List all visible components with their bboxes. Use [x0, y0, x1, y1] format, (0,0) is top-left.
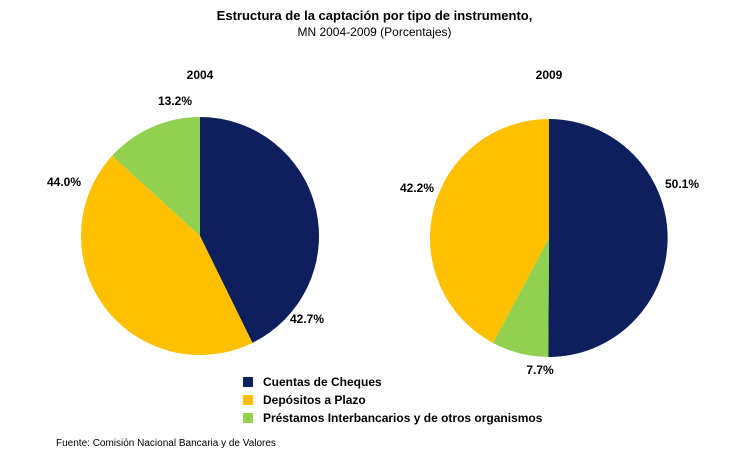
data-label: 50.1% [665, 177, 699, 191]
pie-chart-2004: 2004 42.7% 44.0% 13.2% [47, 68, 324, 355]
legend-swatch [243, 377, 253, 387]
legend-swatch [243, 413, 253, 423]
pie-slice [430, 119, 549, 343]
legend-item-prestamos: Préstamos Interbancarios y de otros orga… [243, 409, 542, 427]
legend-label: Préstamos Interbancarios y de otros orga… [263, 411, 543, 425]
legend-swatch [243, 395, 253, 405]
pie-slice [548, 119, 668, 358]
pie-slice [81, 155, 253, 355]
data-label: 44.0% [47, 175, 81, 189]
data-label: 42.7% [290, 312, 324, 326]
source-note: Fuente: Comisión Nacional Bancaria y de … [56, 438, 276, 449]
chart-title: Estructura de la captación por tipo de i… [216, 8, 533, 23]
legend: Cuentas de Cheques Depósitos a Plazo Pré… [243, 373, 542, 427]
pie-chart-2009: 2009 50.1% 42.2% 7.7% [400, 68, 699, 377]
legend-label: Depósitos a Plazo [263, 393, 366, 407]
chart-subtitle: MN 2004-2009 (Porcentajes) [297, 25, 452, 39]
data-label: 13.2% [158, 94, 192, 108]
legend-item-depositos: Depósitos a Plazo [243, 391, 542, 409]
legend-label: Cuentas de Cheques [263, 375, 382, 389]
pie-slice [112, 117, 200, 236]
data-label: 42.2% [400, 181, 434, 195]
pie-title: 2009 [536, 68, 563, 82]
pie-slice [492, 238, 549, 357]
legend-item-cuentas: Cuentas de Cheques [243, 373, 542, 391]
pie-title: 2004 [187, 68, 214, 82]
data-label: 7.7% [526, 363, 554, 377]
pie-slice [200, 117, 319, 343]
